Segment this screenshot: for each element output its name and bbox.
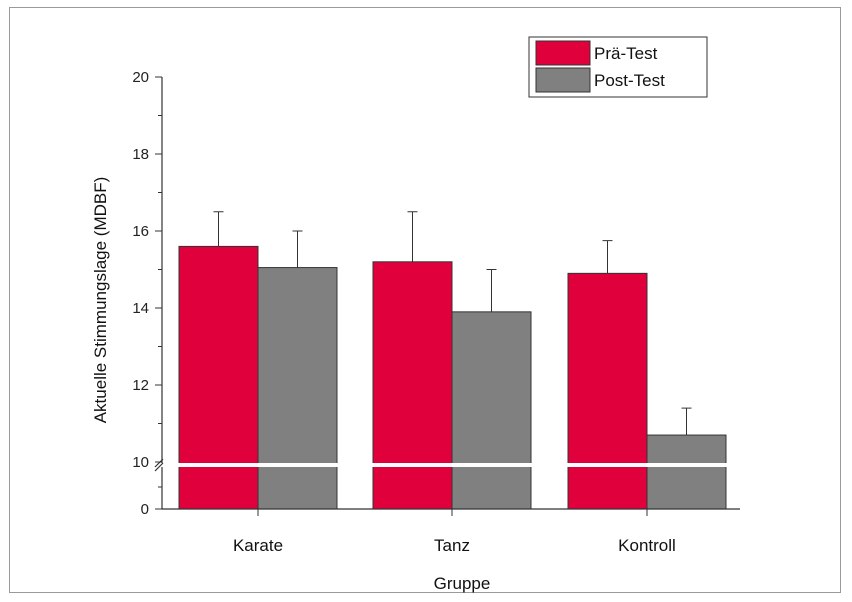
bar-karate-pre-test xyxy=(178,245,259,510)
y-tick-label-12: 12 xyxy=(132,377,149,394)
legend-label-post-test: Post-Test xyxy=(594,71,665,90)
y-tick-label-18: 18 xyxy=(132,146,149,163)
legend: Prä-Test Post-Test xyxy=(528,36,708,98)
y-tick-label-16: 16 xyxy=(132,223,149,240)
y-tick-label-10: 10 xyxy=(132,454,149,471)
x-axis-title: Gruppe xyxy=(434,574,491,593)
x-tick-label-kontroll: Kontroll xyxy=(618,536,676,555)
x-axis: Karate Tanz Kontroll xyxy=(162,508,740,555)
axis-break xyxy=(152,458,732,472)
bar-kontroll-post-test xyxy=(646,434,727,510)
y-tick-label-0: 0 xyxy=(141,501,149,518)
legend-swatch-pre-test xyxy=(535,40,591,66)
bar-kontroll-pre-test xyxy=(567,272,648,510)
bars-layer xyxy=(178,245,727,510)
axis-break-gap xyxy=(152,463,732,467)
axis-break-mark-2 xyxy=(154,462,164,472)
y-axis-title: Aktuelle Stimmungslage (MDBF) xyxy=(91,177,110,424)
legend-swatch-post-test xyxy=(535,67,591,93)
bar-karate-post-test xyxy=(257,267,338,510)
axis-break-mark-1 xyxy=(154,458,164,468)
y-tick-label-20: 20 xyxy=(132,69,149,86)
x-tick-label-tanz: Tanz xyxy=(434,536,470,555)
x-tick-label-karate: Karate xyxy=(233,536,283,555)
y-axis: 10 12 14 16 18 20 0 xyxy=(132,69,163,518)
error-bars-layer xyxy=(213,211,692,436)
bar-tanz-post-test xyxy=(451,311,532,510)
legend-label-pre-test: Prä-Test xyxy=(594,44,658,63)
y-tick-label-14: 14 xyxy=(132,300,149,317)
bar-tanz-pre-test xyxy=(372,261,453,510)
